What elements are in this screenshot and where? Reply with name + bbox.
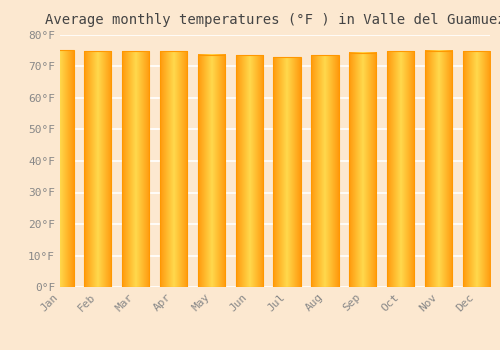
Bar	[462, 51, 490, 287]
Bar	[160, 51, 187, 287]
Bar	[122, 51, 150, 287]
Bar	[349, 53, 376, 287]
Title: Average monthly temperatures (°F ) in Valle del Guamuez: Average monthly temperatures (°F ) in Va…	[44, 13, 500, 27]
Bar	[84, 51, 112, 287]
Bar	[198, 55, 225, 287]
Bar	[425, 51, 452, 287]
Bar	[274, 57, 300, 287]
Bar	[312, 55, 338, 287]
Bar	[387, 51, 414, 287]
Bar	[236, 55, 263, 287]
Bar	[46, 50, 74, 287]
